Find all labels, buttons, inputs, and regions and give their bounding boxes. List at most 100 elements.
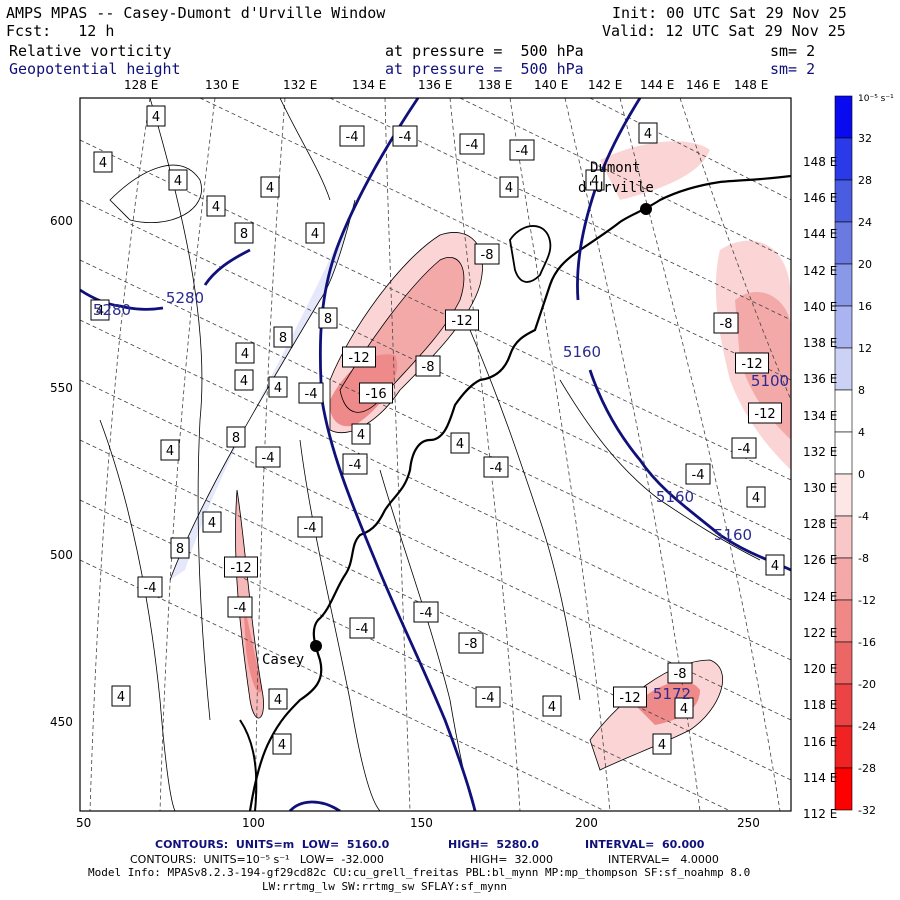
vorticity-label: -12 bbox=[445, 309, 479, 331]
svg-text:4: 4 bbox=[591, 174, 599, 189]
vorticity-label: -12 bbox=[613, 686, 647, 708]
coastline bbox=[239, 719, 258, 811]
svg-text:-8: -8 bbox=[674, 667, 687, 682]
svg-text:-4: -4 bbox=[349, 458, 362, 473]
right-longitude-label: 146 E bbox=[803, 191, 838, 206]
x-tick-label: 100 bbox=[242, 816, 265, 830]
svg-text:-4: -4 bbox=[420, 606, 433, 621]
vorticity-label: -4 bbox=[339, 125, 365, 147]
right-longitude-label: 130 E bbox=[803, 481, 838, 495]
vorticity-label: -8 bbox=[713, 312, 739, 334]
svg-text:-4: -4 bbox=[346, 130, 359, 145]
top-longitude-label: 146 E bbox=[686, 78, 721, 92]
right-longitude-label: 124 E bbox=[803, 589, 838, 604]
svg-text:5160: 5160 bbox=[656, 488, 694, 506]
svg-text:4: 4 bbox=[266, 181, 274, 196]
vorticity-shade bbox=[170, 200, 355, 580]
svg-text:-8: -8 bbox=[422, 360, 435, 375]
right-longitude-label: 144 E bbox=[803, 227, 838, 242]
colorbar-label: 16 bbox=[858, 300, 872, 313]
vorticity-label: 8 bbox=[170, 537, 190, 559]
vorticity-label: 4 bbox=[305, 222, 325, 244]
vorticity-label: 4 bbox=[450, 432, 470, 454]
colorbar-swatch bbox=[834, 179, 853, 223]
vorticity-label: 4 bbox=[146, 105, 166, 127]
vorticity-label: -4 bbox=[483, 456, 509, 478]
right-longitude-label: 118 E bbox=[803, 698, 838, 713]
colorbar-swatch bbox=[834, 767, 853, 811]
svg-text:8: 8 bbox=[279, 331, 287, 346]
colorbar-label: 20 bbox=[858, 258, 872, 271]
footer-height-contours: CONTOURS: UNITS=m LOW= 5160.0 bbox=[155, 838, 390, 851]
svg-text:4: 4 bbox=[456, 437, 464, 452]
vorticity-label: 4 bbox=[206, 195, 226, 217]
colorbar-label: 28 bbox=[858, 174, 872, 187]
vorticity-label: -12 bbox=[224, 556, 258, 578]
footer-vort-interval: INTERVAL= 4.0000 bbox=[608, 853, 719, 866]
svg-text:8: 8 bbox=[324, 312, 332, 327]
vorticity-label: -8 bbox=[474, 243, 500, 265]
colorbar-label: 24 bbox=[858, 216, 872, 229]
svg-text:8: 8 bbox=[232, 431, 240, 446]
vorticity-label: -4 bbox=[475, 686, 501, 708]
svg-text:-4: -4 bbox=[144, 581, 157, 596]
svg-text:-8: -8 bbox=[481, 248, 494, 263]
vorticity-label: -12 bbox=[342, 346, 376, 368]
vorticity-label: -8 bbox=[667, 662, 693, 684]
right-longitude-label: 134 E bbox=[803, 408, 838, 423]
vorticity-label: 4 bbox=[585, 169, 605, 191]
y-tick-label: 550 bbox=[50, 381, 73, 395]
field2-smoothing: sm= 2 bbox=[770, 60, 816, 78]
top-longitude-label: 132 E bbox=[283, 78, 318, 92]
colorbar-label: -20 bbox=[858, 678, 876, 691]
vorticity-label: -4 bbox=[297, 516, 323, 538]
svg-text:-4: -4 bbox=[692, 468, 705, 483]
svg-text:-12: -12 bbox=[741, 357, 762, 372]
y-tick-label: 500 bbox=[50, 548, 73, 562]
colorbar-label: 8 bbox=[858, 384, 865, 397]
svg-text:-4: -4 bbox=[356, 622, 369, 637]
svg-text:5280: 5280 bbox=[93, 301, 131, 319]
vorticity-contours bbox=[99, 98, 761, 811]
right-longitude-label: 128 E bbox=[803, 517, 838, 532]
vorticity-label: 4 bbox=[652, 733, 672, 755]
vorticity-label: -12 bbox=[735, 352, 769, 374]
plot-frame bbox=[79, 97, 792, 812]
vorticity-label: 4 bbox=[90, 299, 110, 321]
colorbar-label: 32 bbox=[858, 132, 872, 145]
vorticity-label: -4 bbox=[298, 382, 324, 404]
colorbar-swatch bbox=[834, 137, 853, 181]
colorbar-label: -4 bbox=[858, 510, 869, 523]
svg-text:-12: -12 bbox=[348, 351, 369, 366]
vorticity-label: 4 bbox=[260, 176, 280, 198]
station-dot bbox=[640, 203, 652, 215]
vorticity-label: 4 bbox=[674, 697, 694, 719]
vorticity-label: 4 bbox=[268, 688, 288, 710]
colorbar-swatch bbox=[834, 263, 853, 307]
right-longitude-label: 132 E bbox=[803, 444, 838, 459]
right-longitude-label: 126 E bbox=[803, 553, 838, 568]
vorticity-label: 4 bbox=[351, 423, 371, 445]
colorbar bbox=[834, 95, 853, 811]
vorticity-label: 4 bbox=[638, 122, 658, 144]
vorticity-label: -4 bbox=[509, 139, 535, 161]
field1-level: at pressure = 500 hPa bbox=[385, 42, 584, 60]
footer-height-high: HIGH= 5280.0 bbox=[448, 838, 539, 851]
svg-text:4: 4 bbox=[505, 181, 513, 196]
station-dot bbox=[310, 640, 322, 652]
colorbar-swatch bbox=[834, 725, 853, 769]
svg-text:-12: -12 bbox=[451, 314, 472, 329]
footer-vort-high: HIGH= 32.000 bbox=[470, 853, 554, 866]
top-longitude-label: 136 E bbox=[418, 78, 453, 92]
colorbar-label: 4 bbox=[858, 426, 865, 439]
height-label: 5280 bbox=[166, 289, 204, 307]
forecast-hour: Fcst: 12 h bbox=[6, 22, 115, 40]
colorbar-label: -24 bbox=[858, 720, 876, 733]
height-label: 5160 bbox=[714, 526, 752, 544]
vorticity-label: 4 bbox=[202, 511, 222, 533]
field1-smoothing: sm= 2 bbox=[770, 42, 816, 60]
svg-text:-4: -4 bbox=[234, 601, 247, 616]
svg-text:-4: -4 bbox=[490, 461, 503, 476]
svg-text:4: 4 bbox=[278, 738, 286, 753]
